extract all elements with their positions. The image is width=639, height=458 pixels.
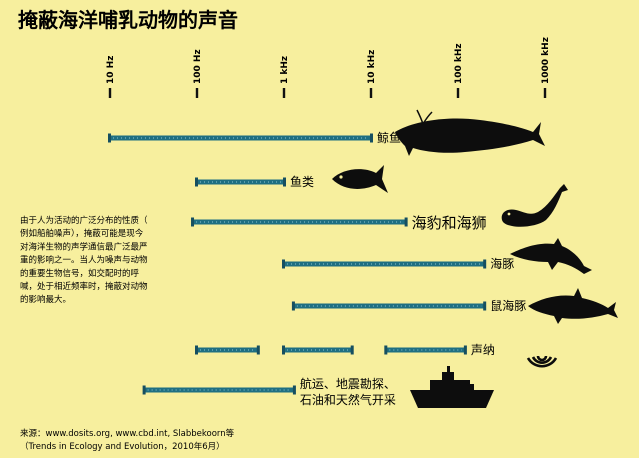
- frequency-range-bar: [197, 347, 258, 353]
- bar-end-cap: [483, 259, 487, 269]
- chart-title: 掩蔽海洋哺乳动物的声音: [18, 8, 238, 32]
- bar-end-cap: [283, 177, 286, 187]
- row-label: 鲸鱼: [377, 130, 401, 145]
- x-tick-mark: [282, 88, 286, 98]
- note-line: 的重要生物信号，如交配时的呼: [20, 268, 140, 279]
- frequency-range-bar: [193, 219, 406, 225]
- x-tick-mark: [543, 88, 547, 98]
- bar-start-cap: [282, 259, 285, 269]
- whale-icon: [395, 109, 545, 156]
- note-line: 对海洋生物的声学通信最广泛最严: [20, 241, 148, 252]
- source-line: 来源：www.dosits.org, www.cbd.int, Slabbeko…: [20, 428, 235, 439]
- x-tick-label: 10 Hz: [106, 56, 116, 84]
- explanatory-note: 由于人为活动的广泛分布的性质（ 例如船舶噪声），掩蔽可能是现今对海洋生物的声学通信…: [20, 215, 148, 305]
- x-tick-label: 1000 kHz: [541, 37, 551, 84]
- frequency-axis: 10 Hz 100 Hz 1 kHz 10 kHz 100 kHz 1000 kHz: [106, 37, 551, 98]
- source-line: （Trends in Ecology and Evolution，2010年6月…: [20, 441, 225, 452]
- row-label: 声纳: [471, 343, 495, 357]
- bar-start-cap: [108, 133, 111, 143]
- bar-end-cap: [350, 345, 354, 355]
- porpoise-icon: [528, 288, 618, 324]
- bar-start-cap: [384, 345, 388, 355]
- bar-end-cap: [404, 217, 408, 227]
- tuna-fish-icon: [332, 165, 388, 193]
- note-line: 喊，处于相近频率时，掩蔽对动物: [20, 281, 148, 292]
- frequency-range-bar: [144, 387, 294, 393]
- row-label: 海豹和海狮: [412, 214, 487, 232]
- bar-start-cap: [195, 345, 198, 355]
- row-label-line: 石油和天然气开采: [300, 392, 396, 407]
- note-line: 重的影响之一。当人为噪声与动物: [20, 255, 148, 266]
- bar-start-cap: [142, 385, 146, 395]
- dolphin-icon: [510, 238, 592, 274]
- row-label: 鼠海豚: [490, 298, 526, 313]
- row-label-line: 航运、地震勘探、: [300, 376, 396, 391]
- bar-start-cap: [195, 177, 198, 187]
- x-tick-label: 10 kHz: [367, 50, 377, 84]
- sonar-waves-icon: [526, 355, 558, 368]
- bar-end-cap: [256, 345, 260, 355]
- note-line: 例如船舶噪声），掩蔽可能是现今: [20, 228, 144, 239]
- row-label: 海豚: [490, 256, 514, 271]
- x-tick-label: 100 Hz: [193, 49, 203, 84]
- x-tick-label: 100 kHz: [454, 43, 464, 84]
- x-tick-mark: [369, 88, 373, 98]
- row-label: 航运、地震勘探、石油和天然气开采: [300, 376, 396, 407]
- bar-start-cap: [191, 217, 195, 227]
- frequency-range-bar: [110, 135, 371, 141]
- x-tick-mark: [195, 88, 199, 98]
- x-tick-mark: [108, 88, 112, 98]
- note-line: 由于人为活动的广泛分布的性质（: [20, 215, 148, 226]
- note-line: 的影响最大。: [20, 294, 71, 305]
- ship-icon: [410, 366, 494, 408]
- x-tick-mark: [456, 88, 460, 98]
- frequency-bars: [108, 133, 487, 395]
- bar-end-cap: [292, 385, 296, 395]
- frequency-range-bar: [284, 261, 485, 267]
- bar-start-cap: [282, 345, 285, 355]
- seal-icon: [501, 184, 568, 227]
- bar-end-cap: [463, 345, 467, 355]
- row-label: 鱼类: [290, 175, 314, 189]
- bar-end-cap: [483, 301, 487, 311]
- source-citation: 来源：www.dosits.org, www.cbd.int, Slabbeko…: [20, 428, 235, 452]
- x-tick-label: 1 kHz: [280, 56, 290, 84]
- bar-start-cap: [291, 301, 295, 311]
- frequency-range-bar: [284, 347, 352, 353]
- bar-end-cap: [370, 133, 373, 143]
